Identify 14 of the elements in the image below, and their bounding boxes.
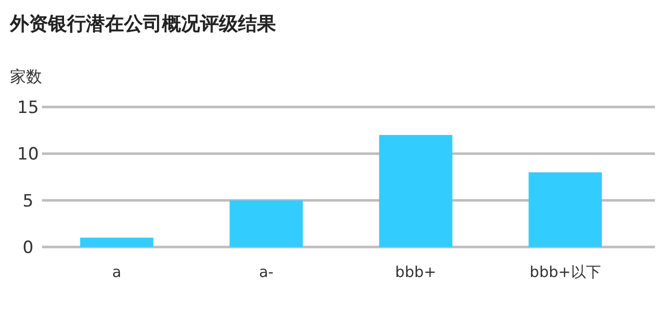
y-tick-label: 5 xyxy=(22,191,34,212)
x-tick-label: bbb+以下 xyxy=(530,263,601,281)
y-tick-label: 15 xyxy=(17,98,39,118)
bar xyxy=(379,135,452,247)
x-tick-label: a xyxy=(112,263,122,281)
bar xyxy=(230,200,303,247)
bar xyxy=(528,172,602,247)
y-axis-title: 家数 xyxy=(10,67,42,86)
chart-title: 外资银行潜在公司概况评级结果 xyxy=(9,13,277,35)
bar xyxy=(80,238,154,247)
x-tick-label: bbb+ xyxy=(395,263,436,281)
y-tick-label: 0 xyxy=(22,238,34,258)
y-tick-label: 10 xyxy=(17,144,39,165)
x-tick-label: a- xyxy=(258,263,274,281)
